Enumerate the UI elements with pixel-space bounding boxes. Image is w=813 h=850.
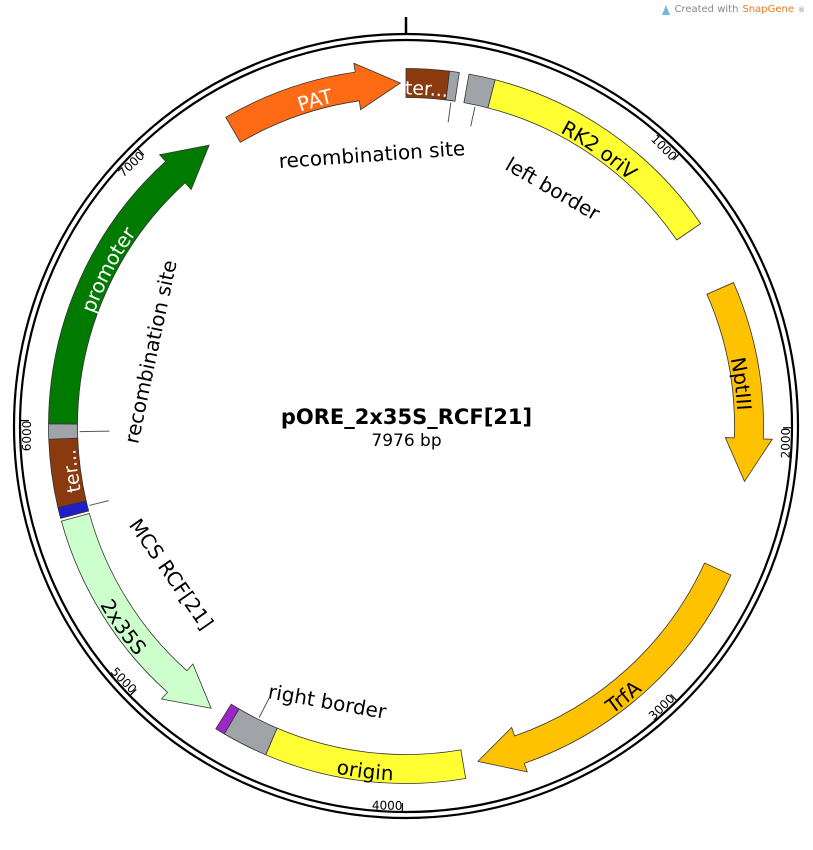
feature-pat (225, 62, 402, 143)
tick-label: 2000 (779, 428, 793, 459)
callout-leader (79, 430, 110, 433)
feature-promoter (48, 144, 210, 425)
credit-prefix: Created with (674, 4, 739, 15)
feature-2x35s (60, 512, 212, 709)
plasmid-name: pORE_2x35S_RCF[21] (280, 405, 533, 429)
callout-right-border: right border (266, 679, 388, 723)
tick-mark (129, 688, 137, 697)
callout-left-border: left border (501, 152, 604, 226)
credit-mark: ® (798, 5, 805, 14)
snapgene-logo-icon (662, 4, 671, 15)
snapgene-credit: Created with SnapGene ® (662, 4, 805, 15)
feature-rk2-oriv (487, 79, 702, 241)
tick-mark (672, 153, 681, 161)
tick-mark (137, 148, 145, 156)
backbone-inner-ring (18, 38, 794, 814)
feature-label-ter-top: ter... (405, 77, 450, 102)
callout-leader (447, 102, 452, 123)
tick-label: 4000 (372, 798, 403, 812)
feature-purple-site (215, 703, 240, 735)
plasmid-backbone (12, 17, 800, 820)
callout-leader (470, 106, 476, 127)
callout-leader (89, 500, 109, 506)
tick-label: 6000 (20, 421, 34, 452)
callout-recombination-site-top: recombination site (278, 136, 466, 173)
feature-trfa (477, 562, 732, 773)
plasmid-size: 7976 bp (371, 431, 442, 451)
tick-mark (670, 694, 678, 702)
credit-brand: SnapGene (742, 4, 794, 15)
feature-recomb-top (445, 70, 460, 102)
callout-leader (258, 697, 270, 718)
feature-nptiii (706, 282, 773, 483)
